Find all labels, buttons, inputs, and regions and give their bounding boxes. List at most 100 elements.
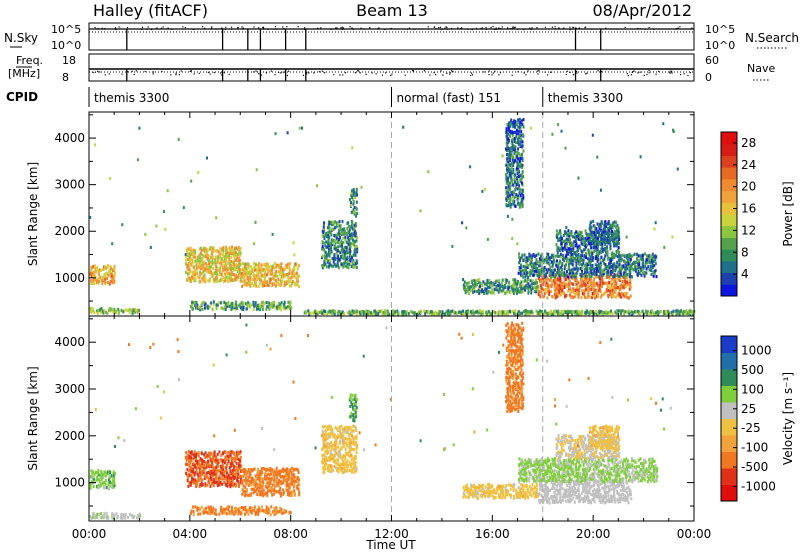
heatmap-cell — [287, 473, 290, 477]
heatmap-cell — [617, 293, 620, 297]
heatmap-cell — [561, 283, 564, 287]
freq-dot — [669, 71, 671, 74]
heatmap-cell — [342, 252, 345, 256]
heatmap-cell — [581, 258, 584, 262]
heatmap-cell — [93, 310, 96, 315]
heatmap-cell — [554, 292, 557, 296]
heatmap-cell — [210, 476, 213, 480]
heatmap-cell — [218, 273, 221, 277]
heatmap-cell — [604, 240, 607, 244]
heatmap-cell — [601, 269, 604, 273]
heatmap-cell — [586, 243, 589, 247]
heatmap-cell — [533, 254, 536, 258]
heatmap-cell — [278, 510, 281, 514]
sky-dot — [241, 26, 243, 28]
heatmap-cell — [193, 455, 196, 460]
sky-dot — [471, 28, 473, 31]
heatmap-cell — [322, 466, 325, 470]
heatmap-cell — [570, 275, 573, 279]
heatmap-cell — [237, 472, 240, 476]
heatmap-cell — [533, 286, 536, 290]
heatmap-cell — [230, 275, 233, 279]
heatmap-cell — [260, 263, 263, 267]
scatter-cell — [137, 158, 139, 162]
heatmap-cell — [204, 484, 207, 488]
heatmap-cell — [529, 279, 532, 283]
heatmap-cell — [569, 271, 572, 275]
heatmap-cell — [265, 505, 268, 509]
heatmap-cell — [283, 307, 286, 311]
heatmap-cell — [226, 279, 229, 283]
sky-dot — [514, 26, 516, 28]
heatmap-cell — [229, 279, 232, 283]
heatmap-cell — [556, 235, 558, 239]
heatmap-cell — [510, 172, 513, 176]
heatmap-cell — [565, 293, 568, 297]
heatmap-cell — [291, 466, 294, 470]
heatmap-cell — [215, 305, 218, 309]
scatter-cell — [298, 126, 301, 130]
heatmap-cell — [282, 492, 285, 496]
heatmap-cell — [637, 269, 640, 273]
heatmap-cell — [516, 150, 519, 154]
heatmap-cell — [581, 268, 583, 272]
heatmap-cell — [619, 309, 622, 313]
heatmap-cell — [210, 273, 213, 277]
heatmap-cell — [273, 305, 276, 309]
heatmap-cell — [581, 288, 584, 292]
heatmap-cell — [606, 252, 609, 256]
heatmap-cell — [618, 262, 621, 266]
freq-dot — [648, 72, 650, 74]
heatmap-cell — [558, 312, 561, 316]
heatmap-cell — [234, 275, 237, 279]
colorbar-swatch — [721, 214, 737, 227]
heatmap-cell — [207, 253, 210, 258]
heatmap-cell — [286, 472, 289, 476]
heatmap-cell — [225, 458, 227, 462]
heatmap-cell — [627, 261, 630, 266]
nave-label: Nave — [747, 62, 775, 75]
heatmap-cell — [239, 247, 242, 251]
heatmap-cell — [553, 281, 556, 285]
heatmap-cell — [222, 473, 225, 477]
sky-dot — [126, 26, 129, 29]
heatmap-cell — [236, 255, 239, 259]
heatmap-cell — [267, 268, 270, 272]
heatmap-cell — [233, 507, 236, 511]
heatmap-cell — [380, 309, 383, 313]
heatmap-cell — [113, 480, 116, 484]
heatmap-cell — [218, 279, 221, 283]
heatmap-cell — [194, 252, 196, 256]
heatmap-cell — [252, 468, 255, 472]
heatmap-cell — [256, 508, 259, 512]
heatmap-cell — [450, 309, 453, 313]
heatmap-cell — [230, 450, 233, 454]
heatmap-cell — [211, 252, 214, 256]
heatmap-cell — [244, 265, 246, 269]
heatmap-cell — [191, 300, 193, 304]
heatmap-cell — [135, 308, 138, 312]
heatmap-cell — [600, 233, 602, 237]
heatmap-cell — [228, 254, 231, 258]
heatmap-cell — [593, 231, 596, 235]
heatmap-cell — [542, 280, 545, 284]
heatmap-cell — [547, 288, 550, 292]
heatmap-cell — [681, 311, 684, 315]
heatmap-cell — [652, 274, 655, 278]
heatmap-cell — [289, 268, 292, 272]
heatmap-cell — [354, 253, 357, 257]
heatmap-cell — [613, 242, 616, 246]
colorbar-swatch — [721, 155, 737, 168]
heatmap-cell — [209, 484, 212, 488]
sky-dot — [104, 27, 106, 30]
heatmap-cell — [282, 478, 285, 482]
heatmap-cell — [230, 456, 233, 460]
sky-dot — [274, 28, 277, 30]
heatmap-cell — [404, 310, 407, 314]
scatter-cell — [654, 221, 657, 225]
heatmap-cell — [522, 258, 525, 262]
heatmap-cell — [191, 272, 194, 276]
heatmap-cell — [245, 509, 248, 513]
heatmap-cell — [226, 462, 229, 466]
heatmap-cell — [600, 229, 603, 233]
